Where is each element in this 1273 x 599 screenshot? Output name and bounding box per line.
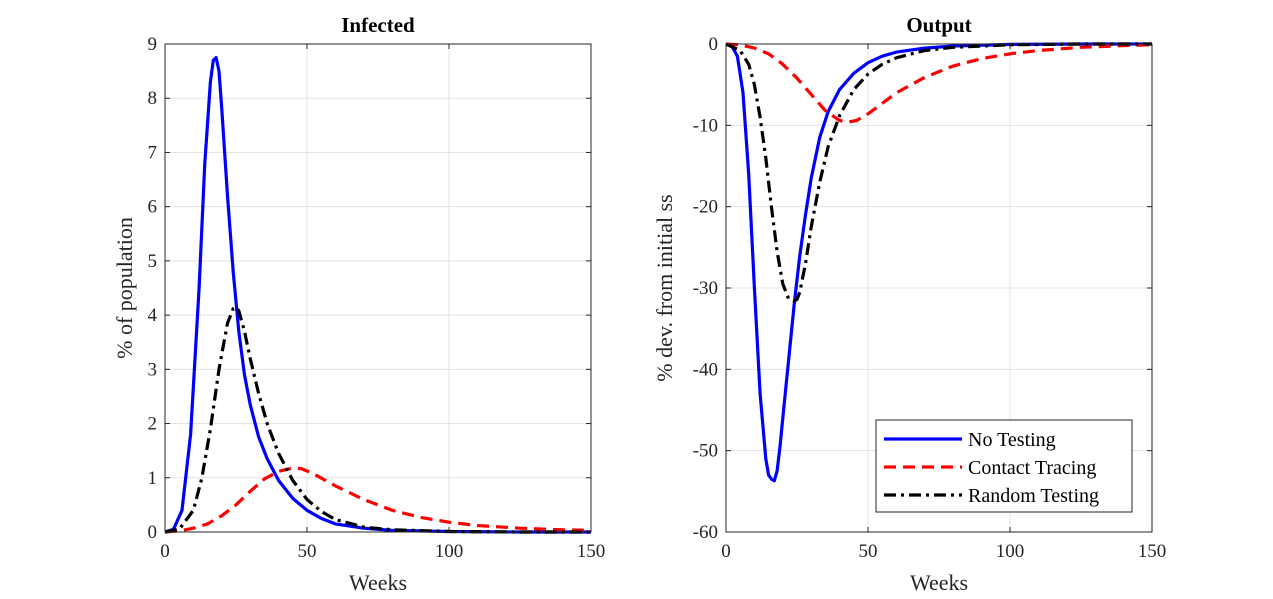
x-axis-label: Weeks bbox=[910, 570, 968, 595]
y-tick-label: 6 bbox=[148, 197, 158, 218]
y-tick-label: 9 bbox=[148, 34, 158, 55]
y-tick-label: 4 bbox=[148, 305, 158, 326]
y-tick-label: 7 bbox=[148, 142, 158, 163]
chart-title: Output bbox=[906, 13, 971, 37]
x-axis-label: Weeks bbox=[349, 570, 407, 595]
y-tick-label: 0 bbox=[709, 34, 719, 55]
x-tick-label: 50 bbox=[859, 541, 878, 562]
series-line-no-testing bbox=[725, 42, 1152, 483]
axes-box bbox=[164, 43, 592, 533]
legend: No Testing Contact Tracing Random Testing bbox=[875, 419, 1133, 513]
y-axis-label: % dev. from initial ss bbox=[652, 194, 677, 381]
chart-output: 0 50 100 150 0 -10 -20 -30 -40 -50 -60 No Testing Co… bbox=[652, 13, 1166, 595]
legend-entry-label: Random Testing bbox=[968, 485, 1099, 507]
x-tick-label: 0 bbox=[160, 541, 170, 562]
y-tick-label: -30 bbox=[693, 278, 718, 299]
series-line-contact-tracing bbox=[725, 42, 1153, 124]
series-line-contact-tracing bbox=[164, 466, 592, 534]
y-tick-label: 3 bbox=[148, 359, 158, 380]
y-tick-label: -60 bbox=[693, 522, 718, 543]
y-tick-label: 2 bbox=[148, 414, 158, 435]
plot-area bbox=[165, 44, 591, 532]
x-tick-label: 0 bbox=[721, 541, 731, 562]
chart-infected: 0 50 100 150 0 1 2 3 4 5 6 7 8 9 Infected Weeks % of pop… bbox=[112, 13, 605, 595]
y-tick-label: 8 bbox=[148, 88, 158, 109]
y-axis-label: % of population bbox=[112, 217, 137, 359]
y-tick-label: -50 bbox=[693, 441, 718, 462]
x-tick-label: 100 bbox=[996, 541, 1025, 562]
y-tick-label: -40 bbox=[693, 359, 718, 380]
x-tick-label: 100 bbox=[435, 541, 464, 562]
x-tick-label: 150 bbox=[577, 541, 606, 562]
chart-title: Infected bbox=[341, 13, 415, 37]
y-tick-label: -20 bbox=[693, 197, 718, 218]
x-tick-label: 150 bbox=[1138, 541, 1167, 562]
y-tick-label: 0 bbox=[148, 522, 158, 543]
x-tick-label: 50 bbox=[298, 541, 317, 562]
y-tick-label: 1 bbox=[148, 468, 158, 489]
legend-entry-label: Contact Tracing bbox=[968, 457, 1096, 479]
series-line-no-testing bbox=[164, 56, 591, 534]
y-tick-label: -10 bbox=[693, 115, 718, 136]
legend-box bbox=[875, 419, 1133, 513]
series-line-random-testing bbox=[164, 305, 591, 534]
y-tick-label: 5 bbox=[148, 251, 158, 272]
legend-entry-label: No Testing bbox=[968, 429, 1056, 451]
